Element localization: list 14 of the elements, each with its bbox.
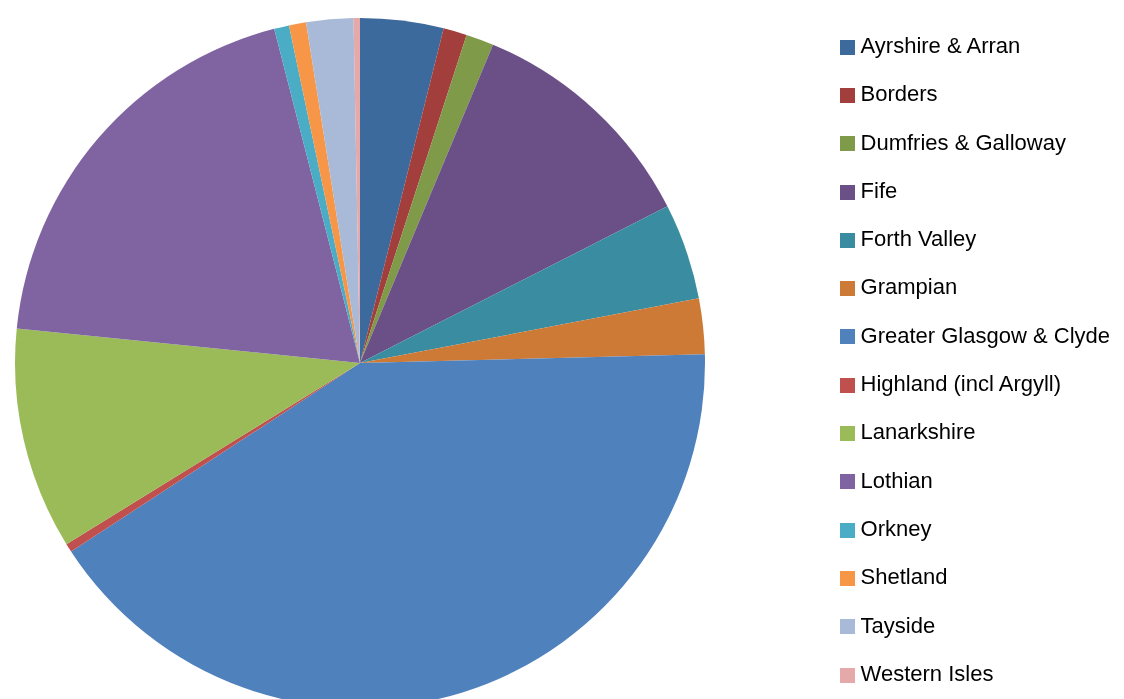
legend-label: Ayrshire & Arran <box>860 33 1021 58</box>
legend-label: Tayside <box>860 612 936 638</box>
legend-label: Fife <box>860 177 898 203</box>
legend-label: Borders <box>860 81 938 107</box>
legend-label: Highland (incl Argyll) <box>860 371 1062 397</box>
legend-label: Shetland <box>860 564 948 590</box>
legend-label: Grampian <box>860 274 958 300</box>
legend-label: Dumfries & Galloway <box>860 129 1066 155</box>
legend-label: Greater Glasgow & Clyde <box>860 322 1110 348</box>
legend-label: Lanarkshire <box>860 419 976 445</box>
legend-label: Forth Valley <box>860 226 977 252</box>
legend-label: Western Isles <box>860 660 994 686</box>
legend-label: Orkney <box>860 515 932 541</box>
legend-label: Lothian <box>860 467 933 493</box>
